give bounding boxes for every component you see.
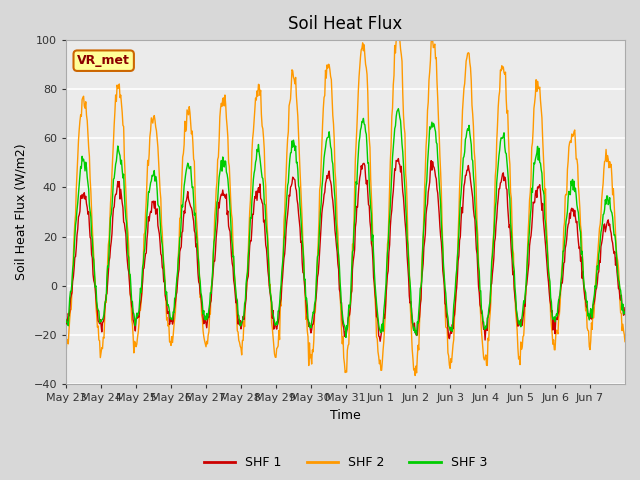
Y-axis label: Soil Heat Flux (W/m2): Soil Heat Flux (W/m2) <box>15 144 28 280</box>
Title: Soil Heat Flux: Soil Heat Flux <box>289 15 403 33</box>
Text: VR_met: VR_met <box>77 54 130 67</box>
X-axis label: Time: Time <box>330 408 361 421</box>
Legend: SHF 1, SHF 2, SHF 3: SHF 1, SHF 2, SHF 3 <box>199 451 492 474</box>
